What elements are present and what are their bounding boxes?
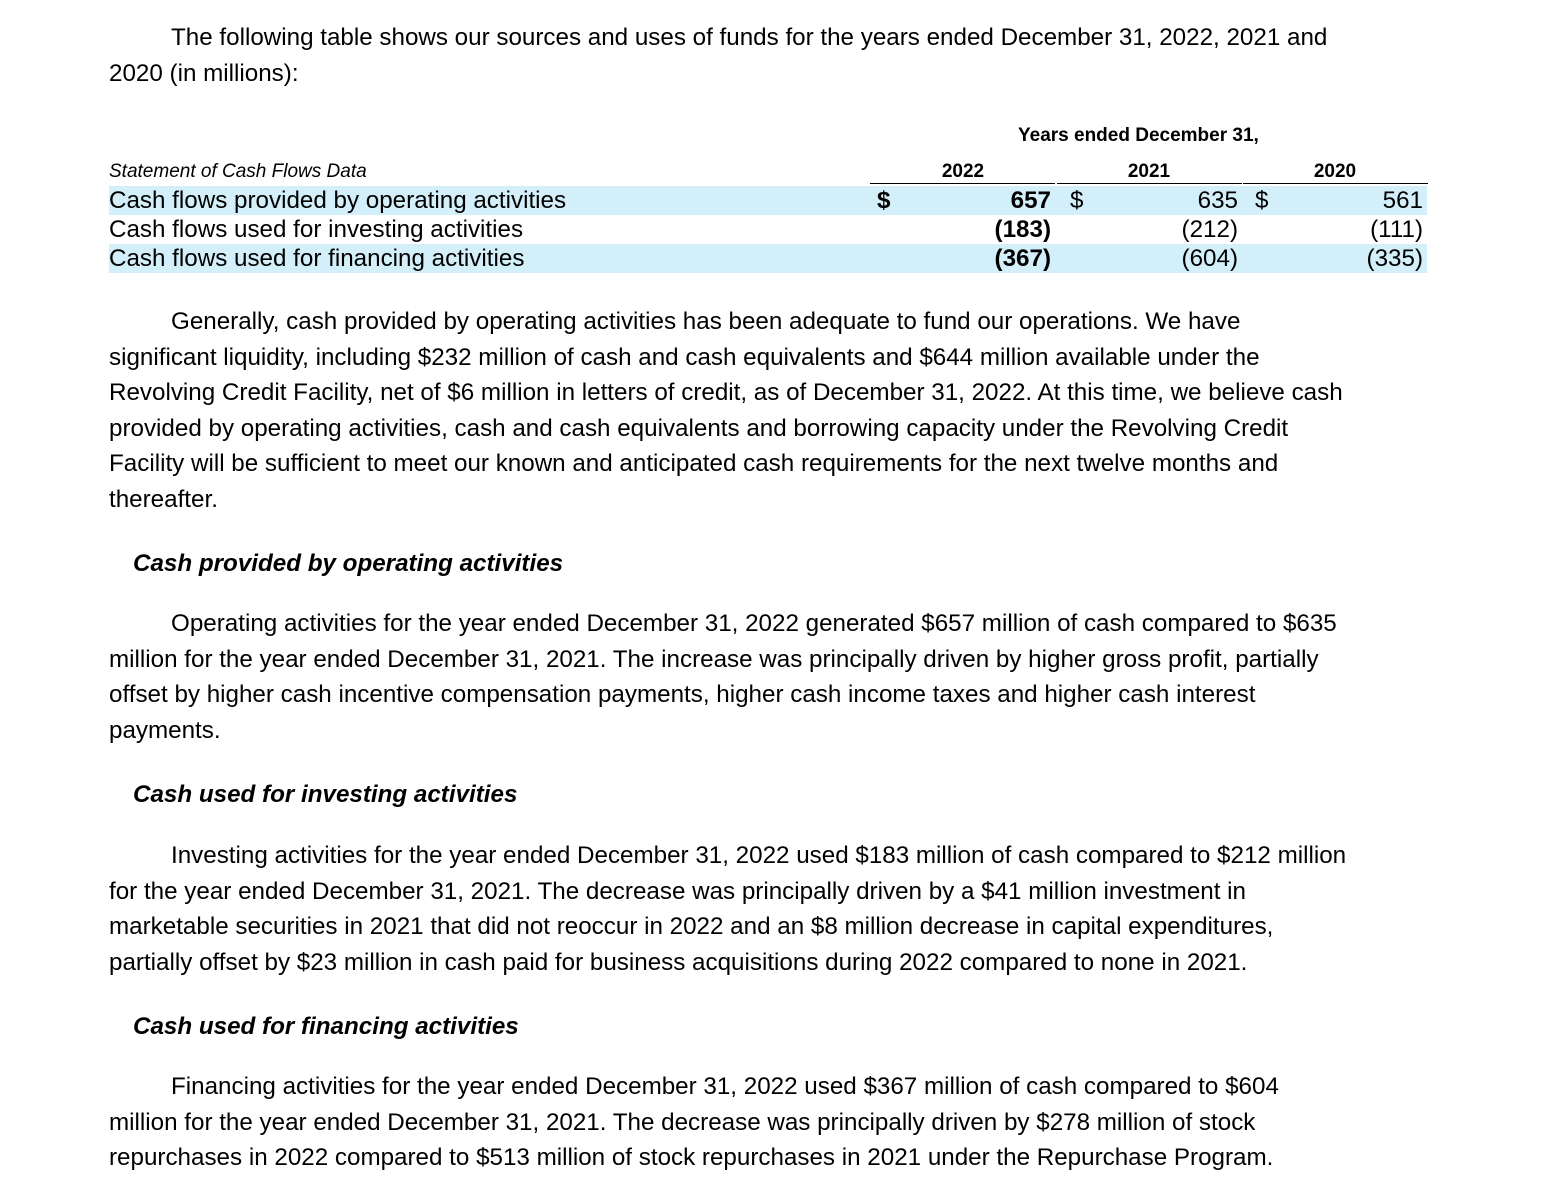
paragraph-line: marketable securities in 2021 that did n…: [109, 913, 1274, 941]
intro-line-1: The following table shows our sources an…: [171, 24, 1328, 51]
value-2022: 657: [1010, 187, 1051, 214]
section-heading-financing: Cash used for financing activities: [133, 1013, 519, 1040]
value-2020: 561: [1382, 187, 1423, 214]
paragraph-line: million for the year ended December 31, …: [109, 645, 1319, 673]
paragraph-line: significant liquidity, including $232 mi…: [109, 343, 1260, 371]
paragraph-line: Revolving Credit Facility, net of $6 mil…: [109, 379, 1343, 407]
paragraph-line: repurchases in 2022 compared to $513 mil…: [109, 1144, 1274, 1172]
intro-line-2: 2020 (in millions):: [109, 59, 299, 87]
financing-paragraph: Financing activities for the year ended …: [109, 1069, 1439, 1176]
paragraph-line: Facility will be sufficient to meet our …: [109, 450, 1279, 478]
value-2021: (212): [1181, 216, 1238, 243]
investing-paragraph: Investing activities for the year ended …: [109, 838, 1439, 980]
paragraph-line: offset by higher cash incentive compensa…: [109, 681, 1256, 709]
table-group-header: Years ended December 31,: [1018, 125, 1259, 146]
row-label: Cash flows used for investing activities: [109, 216, 524, 243]
value-2022: (183): [994, 216, 1051, 243]
value-2020: (111): [1370, 216, 1423, 243]
value-2021: 635: [1197, 187, 1238, 214]
year-rule-2021: [1057, 183, 1242, 184]
paragraph-line: million for the year ended December 31, …: [109, 1108, 1256, 1136]
table-row: Cash flows used for financing activities…: [109, 244, 1427, 273]
row-label: Cash flows used for financing activities: [109, 245, 525, 272]
paragraph-line: Investing activities for the year ended …: [171, 842, 1347, 869]
year-header-2022: 2022: [941, 161, 985, 182]
table-row: Cash flows used for investing activities…: [109, 215, 1427, 244]
section-heading-investing: Cash used for investing activities: [133, 781, 518, 808]
paragraph-line: for the year ended December 31, 2021. Th…: [109, 877, 1246, 905]
year-header-2021: 2021: [1127, 161, 1171, 182]
paragraph-line: thereafter.: [109, 485, 218, 513]
operating-paragraph: Operating activities for the year ended …: [109, 606, 1439, 748]
paragraph-line: partially offset by $23 million in cash …: [109, 948, 1248, 976]
year-rule-2020: [1243, 183, 1428, 184]
currency-symbol: $: [1070, 187, 1084, 214]
paragraph-line: provided by operating activities, cash a…: [109, 414, 1289, 442]
row-label: Cash flows provided by operating activit…: [109, 187, 567, 214]
section-heading-operating: Cash provided by operating activities: [133, 550, 564, 577]
liquidity-paragraph: Generally, cash provided by operating ac…: [109, 304, 1439, 518]
value-2020: (335): [1366, 245, 1423, 272]
year-rule-2022: [870, 183, 1055, 184]
value-2022: (367): [994, 245, 1051, 272]
paragraph-line: Generally, cash provided by operating ac…: [171, 308, 1241, 335]
table-caption: Statement of Cash Flows Data: [109, 161, 367, 182]
currency-symbol: $: [1255, 187, 1269, 214]
intro-paragraph: The following table shows our sources an…: [109, 20, 1439, 91]
paragraph-line: Financing activities for the year ended …: [171, 1073, 1279, 1100]
paragraph-line: Operating activities for the year ended …: [171, 610, 1337, 637]
table-row: Cash flows provided by operating activit…: [109, 186, 1427, 215]
year-header-2020: 2020: [1313, 161, 1357, 182]
value-2021: (604): [1181, 245, 1238, 272]
currency-symbol: $: [877, 187, 891, 214]
paragraph-line: payments.: [109, 716, 221, 744]
